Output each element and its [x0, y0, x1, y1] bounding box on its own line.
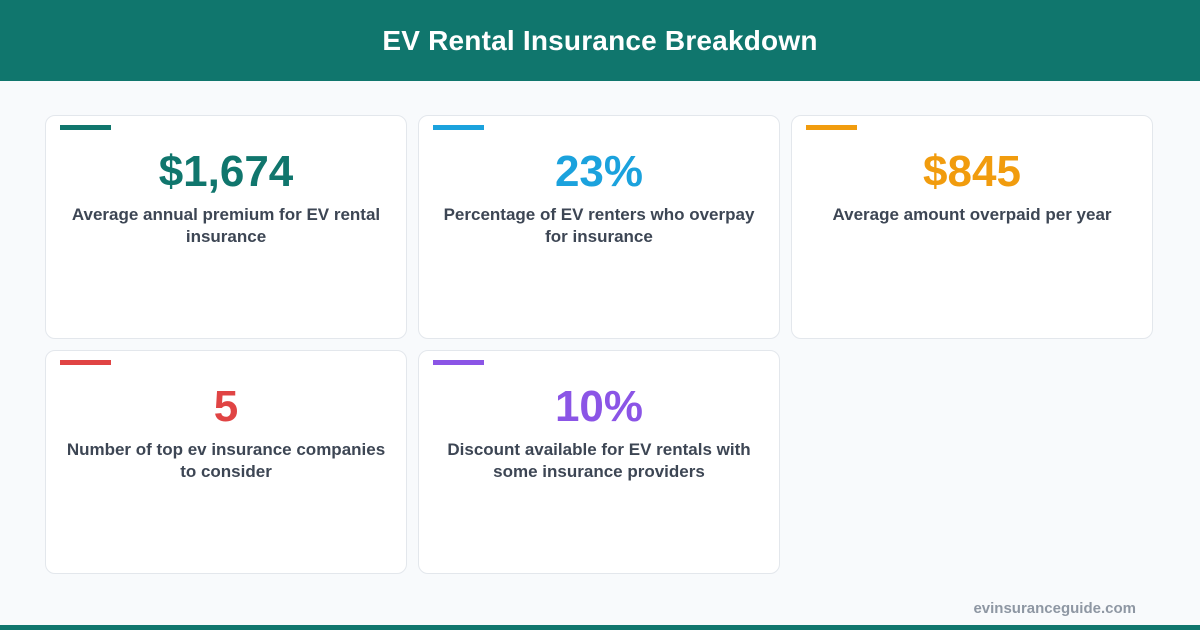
- stat-card-discount: 10% Discount available for EV rentals wi…: [418, 350, 780, 574]
- stat-description: Number of top ev insurance companies to …: [66, 440, 386, 481]
- card-accent-bar: [60, 125, 111, 130]
- stat-value: $1,674: [158, 147, 294, 196]
- stat-description: Discount available for EV rentals with s…: [447, 440, 751, 481]
- footer-website-url: evinsuranceguide.com: [973, 600, 1136, 617]
- stat-card-overpay-percentage: 23% Percentage of EV renters who overpay…: [418, 115, 780, 339]
- card-accent-bar: [433, 125, 484, 130]
- stat-description: Average amount overpaid per year: [832, 205, 1112, 224]
- stat-description: Average annual premium for EV rental ins…: [71, 205, 381, 246]
- footer-accent-bar: [0, 625, 1200, 630]
- stat-value: 5: [213, 382, 239, 431]
- stat-value: $845: [923, 147, 1021, 196]
- card-accent-bar: [433, 360, 484, 365]
- stat-card-amount-overpaid: $845 Average amount overpaid per year: [791, 115, 1153, 339]
- stat-card-top-companies: 5 Number of top ev insurance companies t…: [45, 350, 407, 574]
- stat-card-average-premium: $1,674 Average annual premium for EV ren…: [45, 115, 407, 339]
- card-accent-bar: [60, 360, 111, 365]
- stat-description: Percentage of EV renters who overpay for…: [443, 205, 755, 246]
- stat-value: 23%: [554, 147, 644, 196]
- page-title: EV Rental Insurance Breakdown: [382, 24, 818, 56]
- header-banner: EV Rental Insurance Breakdown: [0, 0, 1200, 81]
- stat-value: 10%: [554, 382, 644, 431]
- card-accent-bar: [806, 125, 857, 130]
